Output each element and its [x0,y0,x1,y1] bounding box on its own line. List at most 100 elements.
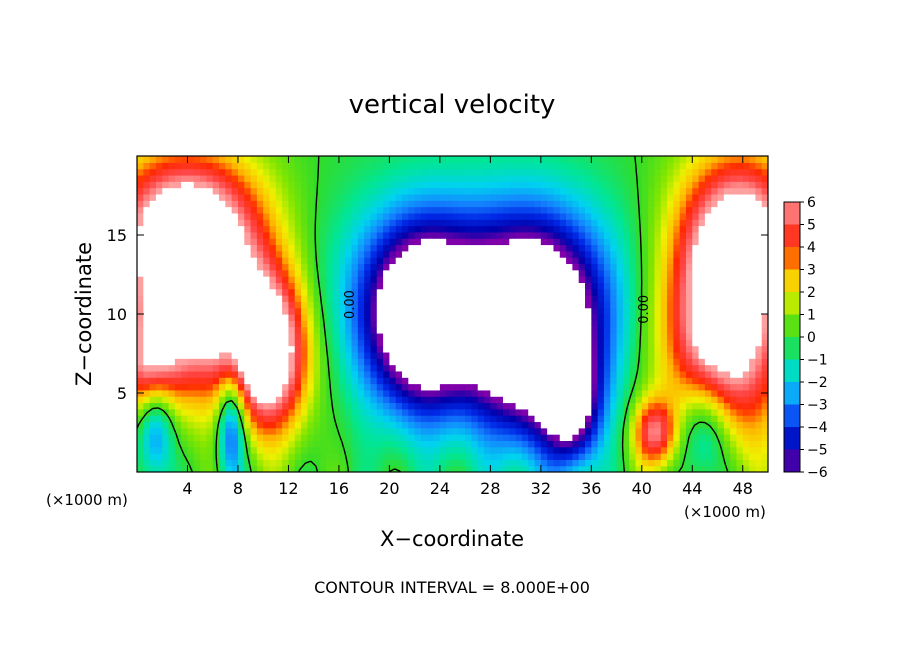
heatmap-cell [446,415,454,423]
heatmap-cell [679,396,687,404]
heatmap-cell [338,269,346,277]
heatmap-cell [610,263,618,271]
heatmap-cell [749,370,756,378]
heatmap-cell [395,345,403,353]
heatmap-cell [269,276,277,283]
heatmap-cell [572,364,580,372]
heatmap-cell [275,212,283,220]
heatmap-cell [635,244,643,252]
heatmap-cell [603,326,611,334]
heatmap-cell [698,269,706,277]
heatmap-cell [509,434,517,441]
heatmap-cell [635,250,643,258]
heatmap-cell [502,389,510,397]
heatmap-cell [698,257,706,265]
heatmap-cell [414,314,422,321]
heatmap-cell [654,257,662,265]
heatmap-cell [528,446,536,454]
heatmap-cell [193,238,201,246]
heatmap-cell [313,364,321,372]
heatmap-cell [420,446,428,454]
heatmap-cell [572,415,580,423]
heatmap-cell [730,421,738,429]
heatmap-cell [402,301,409,309]
heatmap-cell [420,174,428,182]
heatmap-cell [660,295,668,302]
heatmap-cell [351,383,359,391]
heatmap-cell [622,225,630,233]
heatmap-cell [174,206,182,214]
heatmap-cell [465,212,473,220]
heatmap-cell [206,453,214,460]
heatmap-cell [566,301,573,309]
heatmap-cell [610,307,618,315]
heatmap-cell [553,187,561,195]
heatmap-cell [641,421,649,429]
heatmap-cell [452,276,460,283]
heatmap-cell [395,453,403,460]
heatmap-cell [673,320,681,328]
heatmap-cell [749,282,756,290]
heatmap-cell [521,453,529,460]
heatmap-cell [269,332,277,340]
heatmap-cell [231,225,239,233]
heatmap-cell [263,364,271,372]
heatmap-cell [521,193,529,201]
heatmap-cell [692,231,700,239]
heatmap-cell [515,370,523,378]
heatmap-cell [559,156,567,163]
heatmap-cell [433,212,441,220]
heatmap-cell [250,427,258,435]
heatmap-cell [225,320,233,328]
heatmap-cell [641,162,649,170]
heatmap-cell [635,332,643,340]
heatmap-cell [660,339,668,347]
heatmap-cell [301,364,308,372]
heatmap-cell [723,181,731,189]
heatmap-cell [641,314,649,321]
heatmap-cell [685,421,693,429]
heatmap-cell [408,212,416,220]
heatmap-cell [206,351,214,359]
heatmap-cell [288,250,296,258]
heatmap-cell [509,440,517,448]
heatmap-cell [168,396,176,404]
heatmap-cell [730,257,738,265]
heatmap-cell [181,219,189,227]
heatmap-cell [471,193,479,201]
heatmap-cell [603,383,611,391]
heatmap-cell [484,212,491,220]
heatmap-cell [319,332,327,340]
heatmap-cell [679,282,687,290]
heatmap-cell [225,345,233,353]
heatmap-cell [137,238,144,246]
heatmap-cell [622,345,630,353]
heatmap-cell [490,465,498,472]
heatmap-cell [667,269,674,277]
heatmap-cell [168,415,176,423]
heatmap-cell [471,301,479,309]
heatmap-cell [484,238,491,246]
heatmap-cell [698,427,706,435]
heatmap-cell [269,250,277,258]
heatmap-cell [420,402,428,410]
heatmap-cell [357,295,365,302]
heatmap-cell [452,231,460,239]
heatmap-cell [427,162,435,170]
heatmap-cell [477,351,485,359]
heatmap-cell [477,332,485,340]
heatmap-cell [408,408,416,416]
heatmap-cell [528,295,536,302]
heatmap-cell [761,200,768,208]
heatmap-cell [484,225,491,233]
heatmap-cell [559,459,567,467]
heatmap-cell [673,396,681,404]
heatmap-cell [673,282,681,290]
heatmap-cell [711,269,719,277]
heatmap-cell [338,415,346,423]
heatmap-cell [155,370,163,378]
heatmap-cell [711,345,719,353]
heatmap-cell [585,231,592,239]
heatmap-cell [761,465,768,472]
heatmap-cell [288,206,296,214]
